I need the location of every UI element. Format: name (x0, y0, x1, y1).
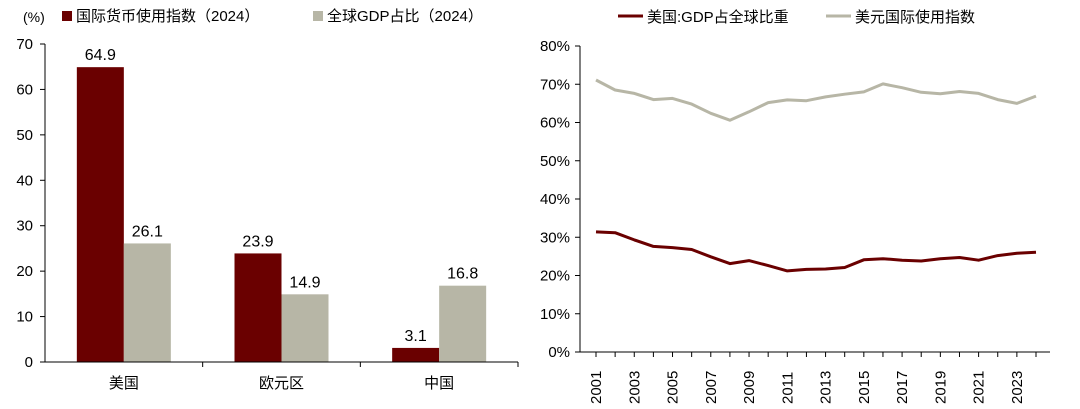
y-tick-label: 10 (16, 309, 33, 326)
legend-swatch-usage-index (62, 11, 72, 21)
y-tick-label: 40% (540, 191, 570, 208)
bar-group: 64.9 26.1 23.9 14.9 3.1 16.8 (76, 47, 487, 362)
y-tick-label: 60 (16, 81, 33, 98)
x-tick-label: 2021 (971, 371, 988, 404)
x-tick-label: 2023 (1009, 371, 1026, 404)
x-tick-label: 2007 (703, 371, 720, 404)
bar-gdp-share (123, 243, 171, 362)
x-tick-label: 2003 (626, 371, 643, 404)
x-tick-label: 2017 (894, 371, 911, 404)
x-category-label: 美国 (109, 375, 139, 392)
y-axis-ticks: 0% 10% 20% 30% 40% 50% 60% 70% 80% (540, 38, 580, 361)
y-tick-label: 70 (16, 36, 33, 53)
y-tick-label: 20% (540, 268, 570, 285)
bar-legend: 国际货币使用指数（2024） 全球GDP占比（2024） (62, 7, 483, 25)
x-tick-label: 2001 (588, 371, 605, 404)
y-tick-label: 0 (25, 354, 33, 371)
legend-label-us-gdp-share: 美国:GDP占全球比重 (647, 8, 789, 26)
bar-gdp-share (439, 285, 487, 362)
x-category-label: 欧元区 (259, 375, 304, 392)
bar-value-label: 14.9 (289, 274, 320, 291)
bar-gdp-share (281, 294, 329, 362)
y-tick-label: 30% (540, 229, 570, 246)
legend-label-usd-index: 美元国际使用指数 (855, 9, 975, 26)
bar-value-label: 23.9 (242, 233, 273, 250)
y-axis-ticks: 0 10 20 30 40 50 60 70 (16, 36, 45, 371)
x-axis-ticks: 2001 2003 2005 2007 2009 2011 2013 2015 2017 2019… (588, 352, 1037, 404)
y-tick-label: 30 (16, 218, 33, 235)
bar-usage-index (76, 67, 124, 362)
y-tick-label: 70% (540, 76, 570, 93)
bar-value-label: 64.9 (85, 47, 116, 64)
y-axis-unit-label: (%) (23, 9, 45, 25)
x-category-label: 中国 (424, 375, 454, 392)
line-legend: 美国:GDP占全球比重 美元国际使用指数 (618, 8, 975, 26)
legend-swatch-gdp-share (313, 11, 323, 21)
legend-label-usage-index: 国际货币使用指数（2024） (76, 8, 259, 25)
series-lines (595, 78, 1037, 273)
bar-usage-index (392, 347, 440, 362)
y-tick-label: 10% (540, 306, 570, 323)
y-tick-label: 50% (540, 153, 570, 170)
y-tick-label: 0% (548, 344, 570, 361)
x-tick-label: 2005 (665, 371, 682, 404)
x-tick-label: 2009 (741, 371, 758, 404)
y-tick-label: 50 (16, 127, 33, 144)
legend-label-gdp-share: 全球GDP占比（2024） (327, 7, 483, 25)
x-axis-ticks: 美国 欧元区 中国 (109, 362, 519, 392)
bar-value-label: 26.1 (132, 223, 163, 240)
bar-value-label: 16.8 (447, 266, 478, 283)
bar-chart: 国际货币使用指数（2024） 全球GDP占比（2024） (%) 0 10 20 30… (16, 7, 519, 392)
line-chart: 美国:GDP占全球比重 美元国际使用指数 0% 10% 20% 30% 40% 50% 60… (540, 8, 1050, 404)
y-tick-label: 60% (540, 115, 570, 132)
bar-value-label: 3.1 (405, 328, 427, 345)
x-tick-label: 2015 (856, 371, 873, 404)
series-line-usd-index (595, 78, 1037, 122)
y-tick-label: 80% (540, 38, 570, 55)
x-tick-label: 2019 (932, 371, 949, 404)
bar-usage-index (234, 253, 282, 362)
x-tick-label: 2011 (779, 372, 796, 404)
y-tick-label: 40 (16, 172, 33, 189)
series-line-us-gdp-share (595, 230, 1037, 273)
y-tick-label: 20 (16, 263, 33, 280)
x-tick-label: 2013 (818, 371, 835, 404)
